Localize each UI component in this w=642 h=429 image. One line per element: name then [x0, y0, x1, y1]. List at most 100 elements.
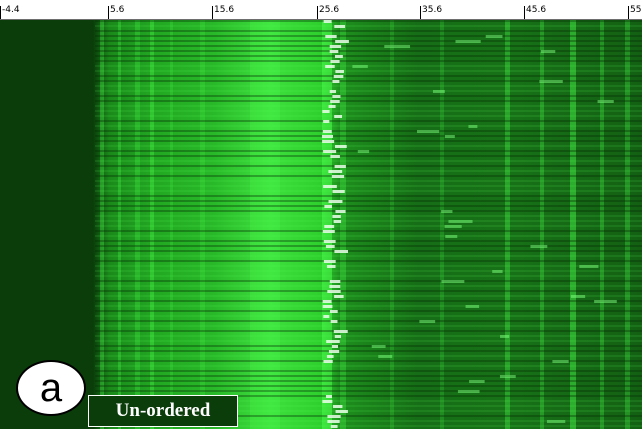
lane-row: [95, 330, 642, 332]
lane-row: [95, 270, 642, 272]
band-streak: [200, 20, 205, 429]
band-highlight: [322, 110, 330, 113]
lane-row: [95, 255, 642, 257]
ruler-tick: [524, 6, 525, 19]
ruler-tick: [628, 6, 629, 19]
lane-row: [95, 110, 642, 112]
band-highlight: [330, 155, 340, 158]
band-streak: [505, 20, 510, 429]
lane-row: [95, 355, 642, 357]
band-highlight: [441, 280, 465, 283]
band-highlight: [332, 190, 345, 193]
band-highlight: [335, 410, 348, 413]
lane-row: [95, 215, 642, 217]
lane-row: [95, 420, 642, 422]
ruler-tick-label: 35.6: [422, 5, 443, 15]
band-heatmap: [0, 20, 642, 429]
band-highlight: [323, 360, 333, 363]
band-highlight: [499, 375, 516, 378]
band-highlight: [329, 50, 339, 53]
lane-row: [95, 410, 642, 412]
ruler-tick: [420, 6, 421, 19]
lane-row: [95, 60, 642, 62]
band-highlight: [323, 150, 337, 153]
band-highlight: [594, 300, 617, 303]
lane-row: [95, 55, 642, 57]
lane-row: [95, 200, 642, 202]
band-streak: [170, 20, 173, 429]
band-highlight: [322, 140, 335, 143]
band-highlight: [570, 295, 586, 298]
lane-row: [95, 220, 642, 222]
band-highlight: [326, 340, 340, 343]
band-highlight: [357, 150, 370, 153]
panel-letter-badge: a: [16, 360, 86, 416]
band-highlight: [332, 95, 341, 98]
band-highlight: [322, 230, 335, 233]
lane-row: [95, 335, 642, 337]
heatmap-background: [0, 20, 642, 429]
lane-row: [95, 325, 642, 327]
lane-row: [95, 360, 642, 362]
band-highlight: [326, 355, 334, 358]
lane-row: [95, 95, 642, 97]
band-highlight: [333, 405, 343, 408]
band-streak: [250, 20, 280, 429]
lane-row: [95, 305, 642, 307]
lane-row: [95, 365, 642, 367]
lane-row: [95, 105, 642, 107]
band-highlight: [329, 90, 336, 93]
lane-row: [95, 100, 642, 102]
band-highlight: [457, 390, 480, 393]
band-highlight: [334, 295, 344, 298]
band-highlight: [469, 380, 485, 383]
lane-row: [95, 65, 642, 67]
band-highlight: [444, 135, 455, 138]
band-highlight: [432, 90, 445, 93]
band-highlight: [328, 200, 343, 203]
band-highlight: [334, 25, 346, 28]
band-highlight: [323, 240, 336, 243]
lane-row: [95, 175, 642, 177]
band-streak: [100, 20, 104, 429]
lane-row: [95, 350, 642, 352]
band-highlight: [333, 75, 344, 78]
band-highlight: [323, 185, 337, 188]
lane-row: [95, 185, 642, 187]
ruler-tick-label: -4.4: [2, 5, 20, 15]
lane-row: [95, 180, 642, 182]
ruler-tick-label: 45.6: [526, 5, 547, 15]
lane-row: [95, 390, 642, 392]
band-highlight: [352, 65, 368, 68]
band-highlight: [455, 40, 481, 43]
lane-row: [95, 195, 642, 197]
lane-row: [95, 375, 642, 377]
band-highlight: [325, 395, 332, 398]
lane-row: [95, 370, 642, 372]
lane-row: [95, 35, 642, 37]
band-highlight: [579, 265, 599, 268]
ruler-tick-label: 15.6: [214, 5, 235, 15]
lane-row: [95, 315, 642, 317]
band-highlight: [334, 115, 343, 118]
lane-row: [95, 130, 642, 132]
lane-row: [95, 20, 642, 22]
band-streak: [625, 20, 630, 429]
ruler-tick: [212, 6, 213, 19]
lane-row: [95, 285, 642, 287]
band-highlight: [329, 45, 342, 48]
band-streak: [570, 20, 576, 429]
position-ruler: -4.4 5.6 15.6 25.6 35.6 45.6 55: [0, 0, 642, 20]
band-highlight: [323, 315, 330, 318]
band-highlight: [328, 170, 343, 173]
ruler-tick-label: 5.6: [110, 5, 125, 15]
band-highlight: [546, 420, 566, 423]
lane-row: [95, 165, 642, 167]
lane-row: [95, 115, 642, 117]
band-streak: [540, 20, 544, 429]
band-highlight: [500, 335, 510, 338]
lane-row: [95, 405, 642, 407]
band-highlight: [597, 100, 614, 103]
lane-row: [95, 140, 642, 142]
